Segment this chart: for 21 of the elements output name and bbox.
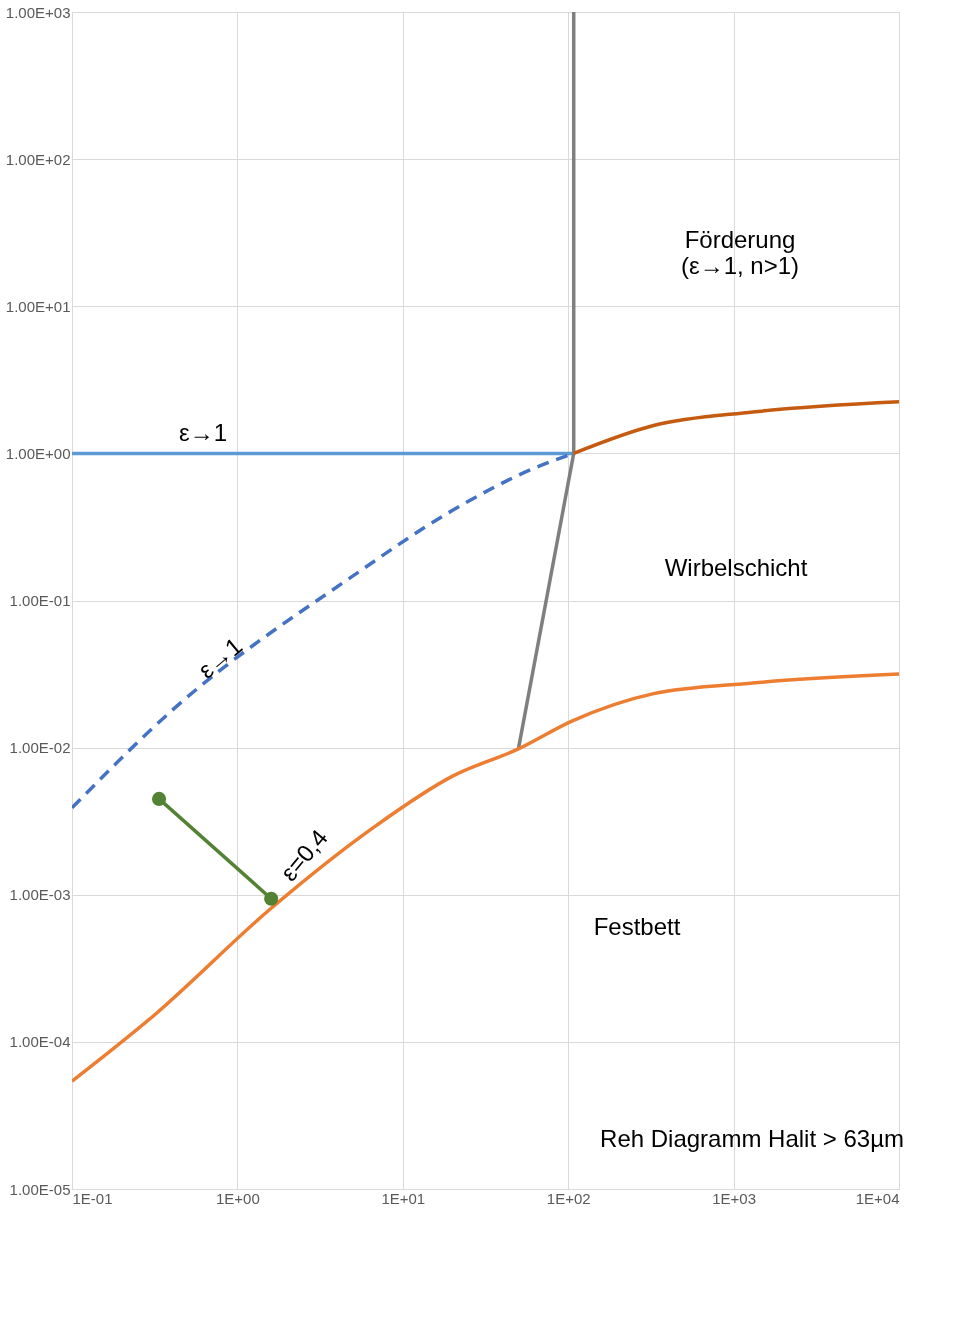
annotation: Reh Diagramm Halit > 63µm (600, 1125, 904, 1152)
y-tick-label: 1.00E+02 (5, 150, 71, 168)
annotation: Wirbelschicht (664, 554, 808, 581)
x-tick-label: 1E+04 (855, 1189, 900, 1207)
x-tick-label: 1E+02 (546, 1189, 591, 1207)
y-tick-label: 1.00E+01 (5, 297, 71, 315)
y-tick-label: 1.00E-01 (9, 592, 71, 609)
y-tick-label: 1.00E-04 (9, 1033, 71, 1051)
y-tick-label: 1.00E-03 (9, 886, 71, 904)
annotation: ε→1 (192, 632, 248, 684)
y-tick-label: 1.00E-05 (9, 1180, 71, 1198)
x-tick-label: 1E-01 (72, 1189, 113, 1207)
annotation: ε→1 (178, 419, 228, 446)
y-tick-label: 1.00E+03 (5, 3, 71, 21)
annotation: Förderung (ε→1, n>1) (680, 226, 800, 279)
x-tick-label: 1E+00 (216, 1189, 260, 1207)
y-tick-label: 1.00E+00 (5, 444, 71, 462)
x-tick-label: 1E+01 (381, 1189, 426, 1207)
x-tick-label: 1E+03 (712, 1189, 756, 1207)
annotation: Festbett (593, 913, 681, 940)
y-tick-label: 1.00E-02 (9, 739, 71, 757)
